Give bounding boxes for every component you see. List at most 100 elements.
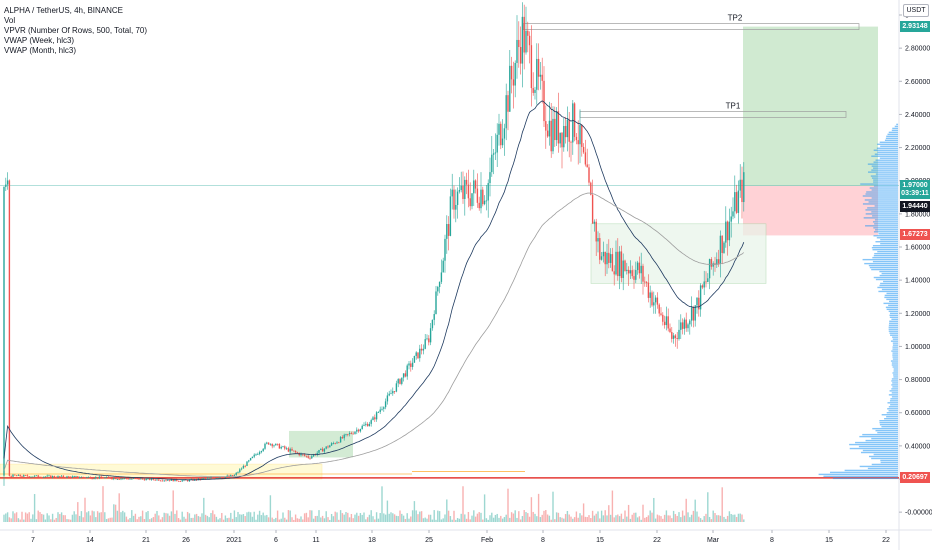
candle-body bbox=[28, 476, 30, 478]
vpvr-bar bbox=[888, 324, 898, 326]
volume-bar bbox=[8, 517, 11, 522]
volume-bar bbox=[732, 514, 734, 522]
candle-body bbox=[474, 180, 477, 189]
volume-bar bbox=[347, 512, 349, 522]
volume-bar bbox=[215, 516, 218, 522]
volume-bar bbox=[96, 511, 99, 522]
vpvr-bar bbox=[893, 374, 898, 376]
volume-bar bbox=[185, 518, 187, 522]
volume-bar bbox=[278, 519, 281, 522]
volume-bar bbox=[125, 516, 128, 522]
volume-bar bbox=[491, 512, 493, 522]
vpvr-bar bbox=[892, 356, 898, 358]
volume-bar bbox=[109, 517, 111, 522]
candle-body bbox=[638, 262, 641, 274]
volume-bar bbox=[617, 514, 619, 522]
candle-body bbox=[534, 89, 536, 93]
candle-body bbox=[591, 194, 594, 224]
volume-bar bbox=[156, 510, 158, 522]
candle-body bbox=[339, 437, 342, 443]
candle-body bbox=[525, 30, 527, 53]
vpvr-bar bbox=[871, 268, 898, 271]
volume-bar bbox=[158, 515, 160, 522]
candle-body bbox=[141, 478, 144, 480]
vpvr-bar bbox=[891, 364, 898, 366]
volume-bar bbox=[397, 516, 399, 522]
vpvr-bar bbox=[873, 181, 898, 183]
tp2-label: TP2 bbox=[728, 14, 743, 23]
candle-body bbox=[440, 272, 443, 282]
vpvr-bar bbox=[884, 139, 898, 142]
vpvr-bar bbox=[884, 296, 898, 299]
vpvr-bar bbox=[868, 201, 898, 203]
candle-body bbox=[55, 477, 57, 478]
candle-body bbox=[260, 450, 263, 453]
volume-bar bbox=[395, 515, 398, 522]
candle-body bbox=[154, 479, 156, 481]
candle-body bbox=[210, 477, 212, 479]
vpvr-bar bbox=[876, 147, 898, 149]
volume-bar bbox=[143, 519, 146, 522]
candle-body bbox=[672, 335, 675, 339]
candle-body bbox=[68, 476, 70, 478]
volume-bar bbox=[325, 511, 327, 522]
volume-bar bbox=[59, 514, 61, 522]
candle-body bbox=[271, 443, 273, 447]
candle-body bbox=[66, 476, 68, 478]
volume-bar bbox=[714, 513, 716, 522]
volume-bar bbox=[12, 511, 14, 522]
candle-body bbox=[417, 352, 419, 359]
candle-body bbox=[521, 16, 524, 64]
candle-body bbox=[658, 304, 660, 314]
volume-bar bbox=[28, 512, 30, 522]
volume-bar bbox=[651, 512, 653, 522]
candle-body bbox=[278, 444, 281, 449]
candle-body bbox=[462, 185, 464, 199]
candle-body bbox=[242, 465, 245, 469]
candle-body bbox=[408, 363, 410, 366]
y-tick-label: 1.40000 bbox=[905, 278, 930, 285]
volume-bar bbox=[627, 504, 630, 522]
legend-vwap-month[interactable]: VWAP (Month, hlc3) bbox=[4, 46, 77, 55]
volume-bar bbox=[438, 511, 441, 522]
legend-vpvr[interactable]: VPVR (Number Of Rows, 500, Total, 70) bbox=[4, 26, 148, 35]
candle-body bbox=[365, 423, 367, 425]
candle-body bbox=[627, 269, 630, 274]
volume-bar bbox=[190, 517, 192, 522]
candle-body bbox=[264, 443, 266, 449]
volume-bar bbox=[483, 494, 486, 522]
candle-body bbox=[617, 251, 619, 277]
candle-body bbox=[258, 452, 261, 455]
vpvr-bar bbox=[873, 185, 898, 187]
vpvr-bar bbox=[859, 465, 898, 468]
volume-bar bbox=[354, 514, 356, 522]
volume-bar bbox=[480, 512, 482, 522]
candle-body bbox=[8, 180, 11, 476]
volume-bar bbox=[633, 512, 635, 522]
vpvr-bar bbox=[886, 308, 898, 311]
volume-bar bbox=[568, 514, 570, 522]
volume-bar bbox=[98, 512, 101, 522]
volume-bar bbox=[104, 512, 106, 522]
volume-bar bbox=[728, 511, 731, 522]
volume-bar bbox=[644, 517, 646, 522]
candle-body bbox=[618, 251, 621, 277]
candle-body bbox=[728, 221, 731, 241]
legend-volume[interactable]: Vol bbox=[4, 16, 16, 25]
vpvr-bar bbox=[872, 427, 898, 430]
candle-body bbox=[100, 476, 102, 478]
volume-bar bbox=[77, 502, 79, 522]
volume-bar bbox=[597, 511, 599, 522]
candle-body bbox=[438, 281, 441, 287]
volume-bar bbox=[514, 510, 516, 522]
currency-button[interactable]: USDT bbox=[903, 4, 929, 17]
volume-bar bbox=[512, 513, 515, 522]
vpvr-bar bbox=[858, 445, 898, 448]
candle-body bbox=[455, 204, 457, 210]
volume-bar bbox=[222, 519, 225, 522]
candle-body bbox=[226, 475, 228, 477]
legend-symbol[interactable]: ALPHA / TetherUS, 4h, BINANCE bbox=[4, 6, 124, 15]
legend-vwap-week[interactable]: VWAP (Week, hlc3) bbox=[4, 36, 75, 45]
